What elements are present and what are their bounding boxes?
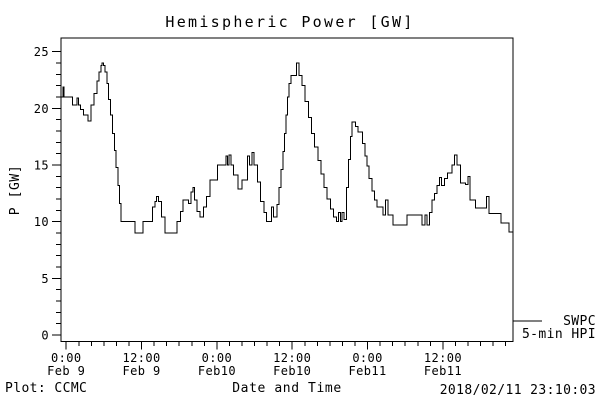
y-tick-label: 15 xyxy=(34,159,49,173)
x-tick-date-label: Feb10 xyxy=(273,364,311,378)
y-tick-label: 25 xyxy=(34,45,49,59)
x-tick-date-label: Feb10 xyxy=(198,364,236,378)
x-tick-time-label: 12:00 xyxy=(123,351,161,365)
legend-label-swpc: SWPC xyxy=(563,314,596,329)
data-line-swpc-5min-hpi xyxy=(61,62,513,234)
x-tick-time-label: 0:00 xyxy=(51,351,82,365)
x-tick-time-label: 12:00 xyxy=(424,351,462,365)
plot-timestamp: 2018/02/11 23:10:03 xyxy=(440,383,596,398)
x-tick-time-label: 0:00 xyxy=(202,351,233,365)
x-tick-date-label: Feb11 xyxy=(349,364,387,378)
plot-frame xyxy=(60,37,514,342)
y-axis-ticks: 0 5 10 15 20 25 xyxy=(34,45,61,343)
x-axis-label: Date and Time xyxy=(232,381,342,396)
x-tick-time-label: 0:00 xyxy=(352,351,383,365)
y-tick-label: 0 xyxy=(41,329,49,343)
chart-title: Hemispheric Power [GW] xyxy=(165,13,414,31)
y-tick-label: 10 xyxy=(34,215,49,229)
y-axis-label: P [GW] xyxy=(8,165,23,216)
x-tick-date-label: Feb11 xyxy=(424,364,462,378)
x-tick-time-label: 12:00 xyxy=(273,351,311,365)
y-tick-label: 20 xyxy=(34,102,49,116)
legend-label-5min-hpi: 5-min HPI xyxy=(522,327,596,342)
x-tick-date-label: Feb 9 xyxy=(123,364,161,378)
y-tick-label: 5 xyxy=(41,272,49,286)
x-tick-date-label: Feb 9 xyxy=(47,364,85,378)
plot-credit: Plot: CCMC xyxy=(5,381,87,396)
